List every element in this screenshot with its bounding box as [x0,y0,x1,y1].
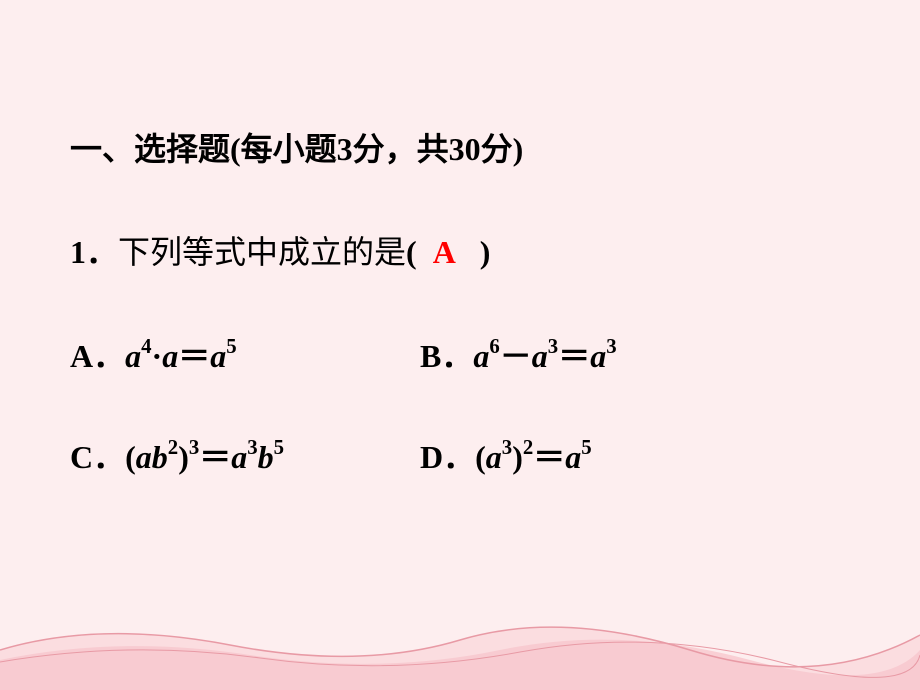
answer-letter: A [433,234,456,270]
question-text: 下列等式中成立的是 [118,234,406,270]
section-prefix: 一、选择题 [70,131,230,167]
option-c-label: C． [70,439,125,475]
option-d-expr: (a3)2＝a5 [475,439,592,475]
paren-open: ( [406,234,417,270]
section-scoring: (每小题3分，共30分) [230,131,523,167]
option-a-label: A． [70,338,125,374]
question-number: 1． [70,234,118,270]
option-c-expr: (ab2)3＝a3b5 [125,439,284,475]
option-b-label: B． [420,338,473,374]
option-d: D．(a3)2＝a5 [420,432,592,478]
options-row-2: C．(ab2)3＝a3b5 D．(a3)2＝a5 [70,432,920,478]
option-a: A．a4·a＝a5 [70,331,420,377]
section-title: 一、选择题(每小题3分，共30分) [70,125,920,173]
paren-close: ) [480,234,491,270]
option-c: C．(ab2)3＝a3b5 [70,432,420,478]
option-b-expr: a6－a3＝a3 [473,338,616,374]
question-line: 1．下列等式中成立的是( A ) [70,228,920,276]
option-d-label: D． [420,439,475,475]
option-b: B．a6－a3＝a3 [420,331,617,377]
wave-decoration [0,600,920,690]
slide-content: 一、选择题(每小题3分，共30分) 1．下列等式中成立的是( A ) A．a4·… [0,0,920,478]
option-a-expr: a4·a＝a5 [125,338,237,374]
options-row-1: A．a4·a＝a5 B．a6－a3＝a3 [70,331,920,377]
